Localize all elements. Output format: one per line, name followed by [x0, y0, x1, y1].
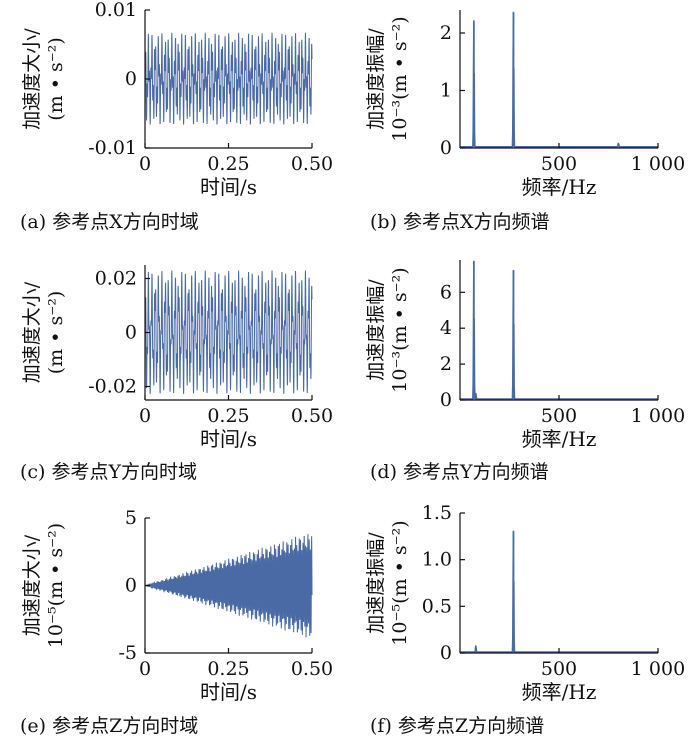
x-tick-label-c: 0.25: [207, 405, 249, 427]
x-tick-label-a: 0.50: [291, 153, 333, 175]
x-tick-label-d: 500: [541, 405, 577, 427]
y-tick-label-f: 0.5: [422, 595, 452, 617]
y-tick-label-b: 1: [440, 80, 452, 102]
y-axis-label-b: 加速度振幅/: [365, 28, 387, 130]
y-tick-label-e: 0: [125, 575, 137, 597]
y-axis-label-a: 加速度大小/: [21, 28, 43, 130]
y-axis-label-e: 10⁻⁵(m • s⁻²): [45, 523, 67, 648]
y-axis-label-f: 加速度振幅/: [365, 532, 387, 634]
chart-f: 1.5 1.0 0.5 0 500 1 000 频率/Hz 加速度振幅/10⁻⁵(m • s⁻…: [365, 502, 685, 737]
y-axis-label-b: 10⁻³(m • s⁻²): [389, 16, 411, 141]
caption-a: (a) 参考点X方向时域: [20, 211, 199, 233]
y-tick-label-f: 0: [440, 642, 452, 664]
y-tick-label-a: -0.01: [88, 137, 137, 159]
spectrum-line-b: [460, 11, 658, 148]
signal-line-a: [144, 32, 313, 125]
x-axis-label-c: 时间/s: [200, 427, 257, 451]
signal-line-c: [144, 270, 313, 394]
y-tick-label-c: -0.02: [88, 376, 137, 398]
x-tick-label-e: 0: [139, 658, 151, 680]
y-tick-label-b: 2: [440, 22, 452, 44]
x-tick-label-c: 0: [139, 405, 151, 427]
x-axis-label-a: 时间/s: [200, 175, 257, 199]
x-tick-label-e: 0.50: [291, 658, 333, 680]
y-tick-label-d: 0: [440, 389, 452, 411]
x-axis-label-b: 频率/Hz: [522, 175, 597, 199]
y-tick-label-f: 1.0: [422, 549, 452, 571]
caption-c: (c) 参考点Y方向时域: [20, 461, 197, 483]
y-tick-label-c: 0: [125, 322, 137, 344]
signal-line-e: [144, 534, 313, 638]
y-tick-label-d: 2: [440, 353, 452, 375]
chart-d: 6 4 2 0 500 1 000 频率/Hz 加速度振幅/10⁻³(m • s⁻²) (d) …: [365, 260, 685, 483]
y-tick-label-f: 1.5: [422, 502, 452, 524]
caption-b: (b) 参考点X方向频谱: [370, 211, 550, 233]
spectrum-line-d: [460, 260, 658, 401]
x-tick-label-b: 1 000: [631, 153, 685, 175]
spectrum-line-f: [460, 530, 658, 653]
x-axis-label-d: 频率/Hz: [522, 427, 597, 451]
x-tick-label-e: 0.25: [207, 658, 249, 680]
y-tick-label-c: 0.02: [95, 268, 137, 290]
y-tick-label-a: 0.01: [95, 0, 137, 21]
y-axis-label-e: 加速度大小/: [21, 534, 43, 636]
y-axis-label-f: 10⁻⁵(m • s⁻²): [389, 520, 411, 645]
x-axis-label-f: 频率/Hz: [522, 680, 597, 704]
y-axis-label-c: 加速度大小/: [21, 281, 43, 383]
x-tick-label-f: 1 000: [631, 658, 685, 680]
x-tick-label-c: 0.50: [291, 405, 333, 427]
y-tick-label-e: -5: [118, 642, 137, 664]
x-axis-label-e: 时间/s: [200, 680, 257, 704]
x-tick-label-a: 0.25: [207, 153, 249, 175]
y-tick-label-a: 0: [125, 68, 137, 90]
caption-f: (f) 参考点Z方向频谱: [370, 715, 544, 737]
y-axis-label-d: 10⁻³(m • s⁻²): [389, 267, 411, 392]
y-tick-label-d: 4: [440, 317, 452, 339]
x-tick-label-d: 1 000: [631, 405, 685, 427]
y-axis-label-a: (m • s⁻²): [45, 37, 67, 121]
x-tick-label-f: 500: [541, 658, 577, 680]
x-tick-label-a: 0: [139, 153, 151, 175]
caption-d: (d) 参考点Y方向频谱: [370, 461, 549, 483]
y-tick-label-b: 0: [440, 137, 452, 159]
caption-e: (e) 参考点Z方向时域: [20, 715, 198, 737]
chart-b: 2 1 0 500 1 000 频率/Hz 加速度振幅/10⁻³(m • s⁻²) (b) 参…: [365, 10, 685, 233]
x-tick-label-b: 500: [541, 153, 577, 175]
y-axis-label-c: (m • s⁻²): [45, 291, 67, 375]
y-tick-label-e: 5: [125, 507, 137, 529]
y-axis-label-d: 加速度振幅/: [365, 279, 387, 381]
y-tick-label-d: 6: [440, 281, 452, 303]
